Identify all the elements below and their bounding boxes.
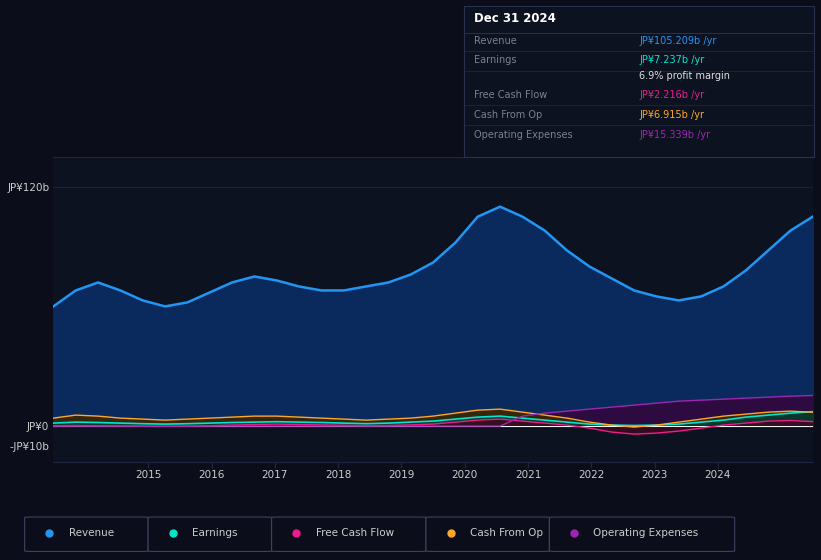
- Text: Free Cash Flow: Free Cash Flow: [475, 90, 548, 100]
- Text: JP¥7.237b /yr: JP¥7.237b /yr: [639, 55, 704, 66]
- FancyBboxPatch shape: [549, 517, 735, 552]
- Text: JP¥15.339b /yr: JP¥15.339b /yr: [639, 129, 710, 139]
- Text: JP¥105.209b /yr: JP¥105.209b /yr: [639, 36, 717, 46]
- Text: Earnings: Earnings: [475, 55, 517, 66]
- Text: Operating Expenses: Operating Expenses: [594, 529, 699, 538]
- Text: Operating Expenses: Operating Expenses: [475, 129, 573, 139]
- Text: Revenue: Revenue: [69, 529, 114, 538]
- Text: Revenue: Revenue: [475, 36, 517, 46]
- FancyBboxPatch shape: [426, 517, 549, 552]
- Text: Cash From Op: Cash From Op: [475, 110, 543, 120]
- FancyBboxPatch shape: [148, 517, 272, 552]
- Text: Cash From Op: Cash From Op: [470, 529, 543, 538]
- Text: Dec 31 2024: Dec 31 2024: [475, 12, 557, 25]
- Text: 6.9% profit margin: 6.9% profit margin: [639, 71, 730, 81]
- Text: Earnings: Earnings: [192, 529, 237, 538]
- Text: JP¥2.216b /yr: JP¥2.216b /yr: [639, 90, 704, 100]
- Text: Free Cash Flow: Free Cash Flow: [315, 529, 394, 538]
- FancyBboxPatch shape: [272, 517, 426, 552]
- FancyBboxPatch shape: [25, 517, 148, 552]
- Text: JP¥6.915b /yr: JP¥6.915b /yr: [639, 110, 704, 120]
